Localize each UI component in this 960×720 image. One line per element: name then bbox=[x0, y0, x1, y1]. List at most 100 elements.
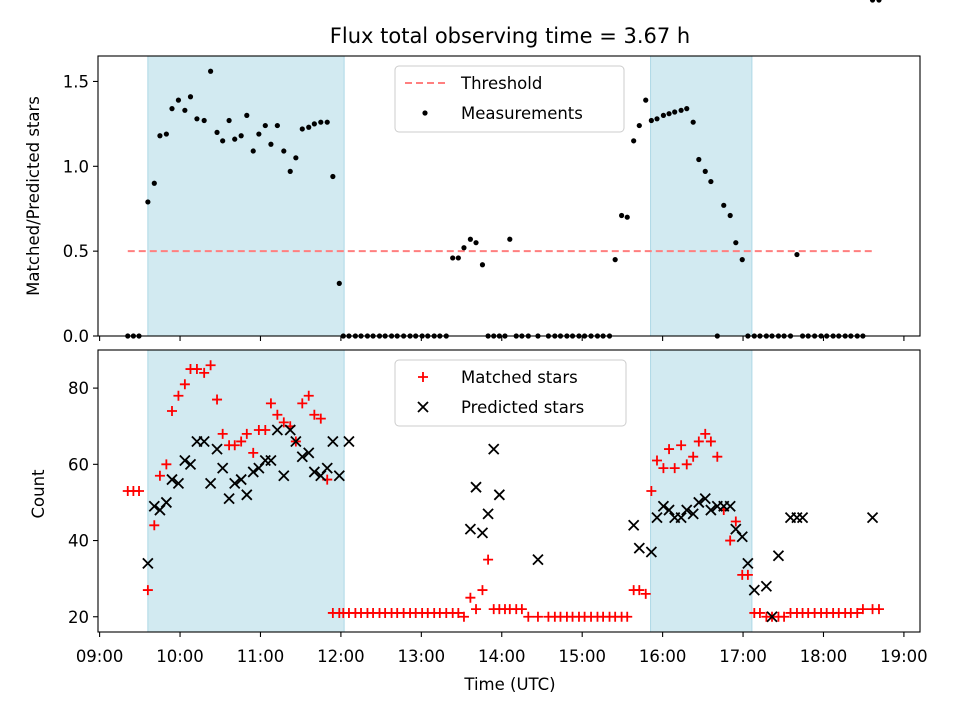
predicted-star-point bbox=[693, 496, 705, 509]
measurement-point bbox=[467, 236, 473, 242]
matched-star-point bbox=[309, 409, 320, 420]
matched-star-point bbox=[278, 417, 289, 428]
matched-star-point bbox=[725, 535, 736, 546]
measurement-point bbox=[281, 148, 287, 154]
axes-frame bbox=[97, 349, 921, 633]
predicted-star-point bbox=[493, 489, 505, 501]
x-tick-label: 19:00 bbox=[880, 647, 928, 666]
predicted-star-point bbox=[265, 454, 277, 467]
chart-title: Flux total observing time = 3.67 h bbox=[330, 24, 690, 48]
x-tick-label: 09:00 bbox=[76, 647, 124, 666]
measurement-point bbox=[678, 107, 684, 113]
legend-predicted-swatch bbox=[417, 401, 429, 413]
predicted-star-point bbox=[223, 492, 235, 505]
matched-star-point bbox=[712, 451, 723, 462]
axes-frame bbox=[97, 55, 921, 337]
measurement-point bbox=[479, 262, 486, 268]
measurement-point bbox=[226, 117, 232, 124]
matched-star-point bbox=[640, 588, 651, 599]
predicted-star-point bbox=[476, 527, 489, 539]
measurement-point bbox=[274, 122, 280, 129]
y-tick-label: 0.5 bbox=[63, 242, 89, 261]
measurement-point bbox=[169, 106, 175, 112]
measurement-point bbox=[145, 199, 151, 205]
measurement-point bbox=[208, 68, 214, 74]
predicted-star-point bbox=[290, 435, 302, 448]
predicted-star-point bbox=[705, 504, 717, 516]
matched-star-point bbox=[676, 440, 687, 451]
measurement-point bbox=[702, 168, 708, 174]
predicted-star-point bbox=[628, 519, 640, 531]
predicted-star-point bbox=[142, 557, 154, 570]
predicted-star-point bbox=[742, 557, 754, 570]
x-tick-label: 11:00 bbox=[237, 647, 285, 666]
predicted-star-point bbox=[687, 508, 699, 520]
matched-star-point bbox=[265, 398, 276, 409]
measurement-point bbox=[336, 280, 342, 286]
measurement-point bbox=[214, 129, 220, 135]
predicted-star-point bbox=[663, 504, 675, 516]
matched-star-point bbox=[272, 409, 283, 420]
measurement-point bbox=[450, 255, 456, 261]
predicted-star-point bbox=[148, 500, 160, 512]
matched-star-point bbox=[651, 455, 662, 466]
predicted-star-point bbox=[760, 580, 773, 592]
matched-star-point bbox=[248, 447, 259, 458]
matched-star-point bbox=[142, 585, 153, 596]
legend-measurement-swatch bbox=[422, 110, 428, 116]
predicted-star-point bbox=[327, 435, 339, 448]
matched-star-point bbox=[260, 425, 271, 436]
measurement-point bbox=[244, 112, 250, 118]
predicted-star-point bbox=[699, 492, 711, 505]
predicted-star-point bbox=[184, 458, 197, 470]
measurement-point bbox=[187, 94, 194, 100]
measurement-point bbox=[648, 117, 654, 124]
x-tick-label: 10:00 bbox=[156, 647, 204, 666]
y-tick-label: 60 bbox=[68, 455, 89, 474]
predicted-star-point bbox=[748, 584, 760, 596]
matched-star-point bbox=[241, 428, 252, 439]
measurement-point bbox=[727, 212, 733, 219]
measurement-point bbox=[733, 240, 739, 246]
matched-star-point bbox=[634, 585, 645, 596]
measurement-point bbox=[250, 148, 256, 154]
matched-star-point bbox=[453, 607, 464, 618]
matched-star-point bbox=[212, 394, 223, 405]
matched-star-point bbox=[191, 364, 202, 375]
predicted-star-point bbox=[204, 477, 217, 490]
measurement-point bbox=[631, 138, 637, 144]
matched-star-point bbox=[669, 463, 680, 474]
y-tick-label: 1.0 bbox=[63, 157, 89, 176]
matched-star-point bbox=[236, 436, 247, 447]
predicted-star-point bbox=[211, 443, 223, 455]
matched-star-point bbox=[742, 569, 753, 580]
measurement-point bbox=[262, 122, 268, 129]
measurement-point bbox=[473, 240, 479, 246]
measurement-point bbox=[318, 119, 324, 125]
predicted-star-point bbox=[464, 523, 477, 535]
y-tick-label: 80 bbox=[68, 379, 89, 398]
measurement-point bbox=[643, 97, 649, 103]
predicted-star-point bbox=[736, 531, 748, 543]
matched-star-point bbox=[315, 413, 326, 424]
predicted-star-point bbox=[333, 470, 345, 482]
predicted-star-point bbox=[657, 500, 670, 512]
legend-entry-label: Measurements bbox=[461, 104, 583, 123]
measurement-point bbox=[238, 133, 244, 139]
matched-star-point bbox=[700, 428, 711, 439]
measurement-point bbox=[163, 131, 169, 137]
shaded-window-0 bbox=[147, 349, 345, 633]
x-tick-label: 14:00 bbox=[478, 647, 526, 666]
measurement-point bbox=[287, 168, 293, 174]
x-tick-label: 17:00 bbox=[719, 647, 767, 666]
measurement-point bbox=[708, 178, 714, 185]
matched-star-point bbox=[173, 390, 184, 401]
predicted-star-point bbox=[772, 550, 785, 562]
predicted-star-point bbox=[229, 477, 241, 490]
y-axis-label-count: Count bbox=[29, 469, 48, 519]
measurement-point bbox=[636, 122, 642, 129]
predicted-star-point bbox=[271, 424, 283, 436]
matched-star-point bbox=[852, 607, 863, 618]
predicted-star-point bbox=[308, 466, 320, 478]
